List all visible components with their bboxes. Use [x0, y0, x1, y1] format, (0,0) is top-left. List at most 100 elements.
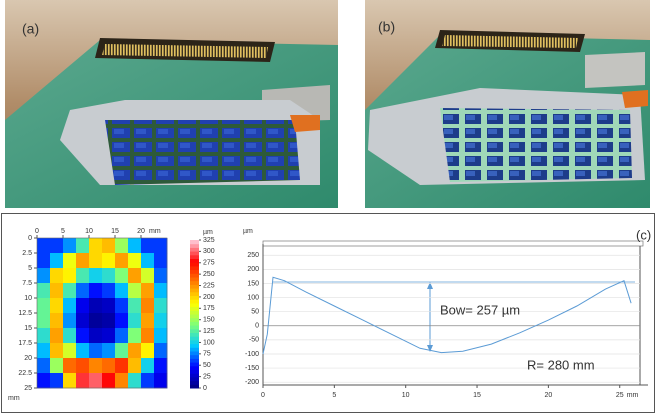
heat-cell: [102, 328, 115, 343]
x-tick-label: 5: [332, 392, 336, 399]
heat-cell: [102, 283, 115, 298]
heat-cell: [76, 343, 89, 358]
figure: 05101520mm02.557.51012.51517.52022.525mm…: [0, 0, 656, 414]
colorbar-step: [190, 288, 199, 292]
colorbar-step: [190, 303, 199, 307]
y-tick-label: 20: [24, 355, 32, 362]
colorbar-step: [190, 325, 199, 329]
heat-cell: [37, 268, 50, 283]
y-tick-label: -200: [245, 379, 259, 386]
y-tick-label: 0: [255, 323, 259, 330]
heat-cell: [154, 298, 167, 313]
heat-cell: [76, 283, 89, 298]
colorbar-step: [190, 384, 199, 388]
heat-cell: [128, 253, 141, 268]
heat-cell: [63, 283, 76, 298]
colorbar-step: [190, 355, 199, 359]
y-tick-label: 10: [24, 295, 32, 302]
heat-cell: [141, 298, 154, 313]
y-tick-label: 15: [24, 325, 32, 332]
colorbar-step: [190, 292, 199, 296]
heat-cell: [37, 328, 50, 343]
colorbar-step: [190, 373, 199, 377]
heat-cell: [102, 358, 115, 373]
heat-cell: [128, 313, 141, 328]
colorbar-step: [190, 273, 199, 277]
colorbar-step: [190, 255, 199, 259]
panel-label: (c): [636, 227, 651, 242]
heat-cell: [141, 343, 154, 358]
heat-cell: [50, 343, 63, 358]
colorbar-tick-label: 275: [203, 260, 215, 267]
heat-cell: [102, 313, 115, 328]
colorbar-tick-label: 300: [203, 248, 215, 255]
colorbar-tick-label: 25: [203, 373, 211, 380]
x-tick-label: 25: [616, 392, 624, 399]
heat-cell: [115, 238, 128, 253]
annotation: R= 280 mm: [527, 357, 595, 372]
heat-cell: [89, 358, 102, 373]
y-tick-label: 50: [251, 309, 259, 316]
y-tick-label: 2.5: [22, 250, 32, 257]
heat-cell: [37, 283, 50, 298]
colorbar-step: [190, 329, 199, 333]
colorbar-step: [190, 240, 199, 244]
heat-cell: [128, 358, 141, 373]
x-tick-label: 20: [544, 392, 552, 399]
colorbar-tick-label: 225: [203, 282, 215, 289]
heat-cell: [63, 313, 76, 328]
heat-cell: [102, 298, 115, 313]
heat-cell: [76, 358, 89, 373]
colorbar-tick-label: 200: [203, 294, 215, 301]
heat-cell: [154, 343, 167, 358]
heat-cell: [141, 373, 154, 388]
top-bar: [263, 241, 643, 246]
heat-cell: [63, 343, 76, 358]
heat-cell: [141, 328, 154, 343]
heat-cell: [50, 298, 63, 313]
x-tick-label: 15: [473, 392, 481, 399]
heat-cell: [102, 343, 115, 358]
colorbar-step: [190, 370, 199, 374]
heat-cell: [128, 328, 141, 343]
colorbar-step: [190, 377, 199, 381]
heat-cell: [128, 373, 141, 388]
colorbar-step: [190, 307, 199, 311]
heat-cell: [50, 358, 63, 373]
colorbar-step: [190, 381, 199, 385]
x-tick-label: 5: [61, 228, 65, 235]
colorbar-tick-label: 250: [203, 271, 215, 278]
y-tick-label: 7.5: [22, 280, 32, 287]
heat-cell: [115, 373, 128, 388]
heat-cell: [63, 298, 76, 313]
y-tick-label: -50: [249, 337, 259, 344]
heat-cell: [76, 268, 89, 283]
heat-cell: [115, 253, 128, 268]
heat-cell: [141, 253, 154, 268]
heat-cell: [89, 283, 102, 298]
colorbar-step: [190, 266, 199, 270]
heat-cell: [141, 358, 154, 373]
heat-cell: [37, 373, 50, 388]
heat-cell: [128, 268, 141, 283]
panel-label: (b): [378, 19, 395, 35]
heat-cell: [50, 313, 63, 328]
heat-cell: [50, 253, 63, 268]
heat-cell: [102, 238, 115, 253]
heat-cell: [102, 373, 115, 388]
y-tick-label: 22.5: [18, 370, 32, 377]
colorbar-step: [190, 281, 199, 285]
heat-cell: [50, 238, 63, 253]
heat-cell: [89, 313, 102, 328]
heat-cell: [63, 328, 76, 343]
x-tick-label: 0: [261, 392, 265, 399]
colorbar-step: [190, 251, 199, 255]
heat-cell: [37, 298, 50, 313]
heat-cell: [115, 328, 128, 343]
heat-cell: [89, 373, 102, 388]
colorbar-step: [190, 358, 199, 362]
y-tick-label: 17.5: [18, 340, 32, 347]
heat-cell: [50, 283, 63, 298]
heat-cell: [154, 358, 167, 373]
heat-cell: [154, 328, 167, 343]
